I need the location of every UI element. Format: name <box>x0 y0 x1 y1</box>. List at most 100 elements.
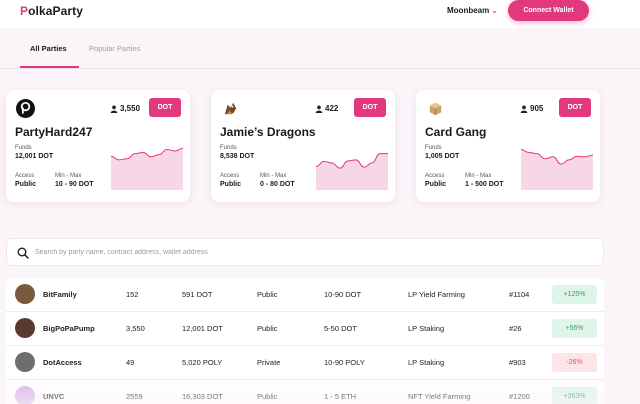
table-row[interactable]: BigPoPaPump 3,550 12,001 DOT Public 5-50… <box>6 312 604 346</box>
row-range: 10-90 DOT <box>324 290 362 299</box>
row-rank: #903 <box>509 358 526 367</box>
chevron-down-icon: ⌄ <box>491 6 498 15</box>
search-input[interactable] <box>35 243 595 261</box>
avatar <box>15 284 35 304</box>
row-rank: #26 <box>509 324 522 333</box>
table-row[interactable]: UNVC 2559 16,303 DOT Public 1 - 5 ETH NF… <box>6 380 604 404</box>
top-bar: PolkaParty Moonbeam ⌄ Connect Wallet <box>0 0 640 28</box>
trend-line <box>521 148 593 165</box>
member-count-value: 422 <box>325 104 339 113</box>
party-name: Jamie’s Dragons <box>220 125 316 139</box>
range-label: Min - Max <box>55 173 82 179</box>
access-label: Access <box>425 173 445 179</box>
access-label: Access <box>220 173 240 179</box>
funds-value: 12,001 DOT <box>15 153 54 160</box>
member-count-value: 3,550 <box>120 104 141 113</box>
avatar <box>15 318 35 338</box>
row-rank: #1104 <box>509 290 530 299</box>
tab-popular-parties[interactable]: Popular Parties <box>89 44 141 53</box>
network-label: Moonbeam <box>447 6 490 15</box>
user-icon <box>110 105 118 113</box>
funds-label: Funds <box>220 145 237 151</box>
row-funds: 12,001 DOT <box>182 324 223 333</box>
row-rank: #1200 <box>509 392 530 401</box>
range-label: Min - Max <box>260 173 287 179</box>
app-logo[interactable]: PolkaParty <box>20 4 83 18</box>
trend-area <box>111 148 183 190</box>
row-range: 5-50 DOT <box>324 324 357 333</box>
user-icon <box>315 105 323 113</box>
row-strategy: LP Yield Farming <box>408 290 465 299</box>
trend-area <box>316 153 388 190</box>
row-change-badge: +56% <box>552 319 597 338</box>
table-row[interactable]: BitFamily 152 591 DOT Public 10-90 DOT L… <box>6 278 604 312</box>
row-party-name: BitFamily <box>43 290 77 299</box>
range-value: 0 - 80 DOT <box>260 181 295 188</box>
row-members: 152 <box>126 290 139 299</box>
row-funds: 5,020 POLY <box>182 358 223 367</box>
dot-button[interactable]: DOT <box>149 98 181 117</box>
row-strategy: LP Staking <box>408 324 445 333</box>
member-count: 422 <box>315 104 338 113</box>
row-strategy: LP Staking <box>408 358 445 367</box>
trend-line <box>111 147 183 161</box>
network-selector[interactable]: Moonbeam ⌄ <box>447 6 498 15</box>
table-row[interactable]: DotAccess 49 5,020 POLY Private 10-90 PO… <box>6 346 604 380</box>
row-access: Public <box>257 290 278 299</box>
access-value: Public <box>15 181 37 188</box>
dot-button[interactable]: DOT <box>354 98 386 117</box>
member-count: 3,550 <box>110 104 140 113</box>
range-value: 1 - 500 DOT <box>465 181 504 188</box>
connect-wallet-button[interactable]: Connect Wallet <box>508 0 589 21</box>
range-label: Min - Max <box>465 173 492 179</box>
party-name: Card Gang <box>425 125 487 139</box>
polkadot-logo-icon <box>16 99 35 118</box>
trend-line <box>316 153 388 169</box>
parties-table: BitFamily 152 591 DOT Public 10-90 DOT L… <box>6 278 604 404</box>
row-party-name: UNVC <box>43 392 65 401</box>
row-access: Private <box>257 358 281 367</box>
row-change-badge: +125% <box>552 285 597 304</box>
funds-label: Funds <box>425 145 442 151</box>
row-access: Public <box>257 392 278 401</box>
row-members: 2559 <box>126 392 143 401</box>
row-party-name: BigPoPaPump <box>43 324 95 333</box>
dot-button[interactable]: DOT <box>559 98 591 117</box>
dragon-avatar-icon <box>221 99 240 118</box>
party-name: PartyHard247 <box>15 125 93 139</box>
party-card[interactable]: 3,550 DOT PartyHard247 Funds 12,001 DOT … <box>6 90 190 202</box>
row-range: 10-90 POLY <box>324 358 365 367</box>
funds-value: 8,538 DOT <box>220 153 255 160</box>
avatar <box>15 386 35 404</box>
member-count-value: 905 <box>530 104 544 113</box>
row-members: 3,550 <box>126 324 145 333</box>
row-range: 1 - 5 ETH <box>324 392 357 401</box>
row-funds: 591 DOT <box>182 290 213 299</box>
search-icon <box>17 247 29 259</box>
access-value: Public <box>425 181 447 188</box>
range-value: 10 - 90 DOT <box>55 181 94 188</box>
row-members: 49 <box>126 358 135 367</box>
trend-area <box>521 149 593 190</box>
member-count: 905 <box>520 104 543 113</box>
row-change-badge: -26% <box>552 353 597 372</box>
row-funds: 16,303 DOT <box>182 392 223 401</box>
row-access: Public <box>257 324 278 333</box>
access-value: Public <box>220 181 242 188</box>
funds-trend-chart <box>521 148 593 190</box>
funds-value: 1,005 DOT <box>425 153 460 160</box>
access-label: Access <box>15 173 35 179</box>
row-party-name: DotAccess <box>43 358 82 367</box>
tab-all-parties[interactable]: All Parties <box>30 44 67 53</box>
party-card[interactable]: 905 DOT Card Gang Funds 1,005 DOT Access… <box>416 90 600 202</box>
card-box-icon <box>426 99 445 118</box>
party-card[interactable]: 422 DOT Jamie’s Dragons Funds 8,538 DOT … <box>211 90 395 202</box>
logo-text: olkaParty <box>28 4 84 18</box>
funds-trend-chart <box>111 147 183 190</box>
active-tab-indicator <box>20 66 79 68</box>
row-strategy: NFT Yield Farming <box>408 392 471 401</box>
row-change-badge: +263% <box>552 387 597 404</box>
avatar <box>15 352 35 372</box>
user-icon <box>520 105 528 113</box>
search-bar <box>6 238 604 266</box>
